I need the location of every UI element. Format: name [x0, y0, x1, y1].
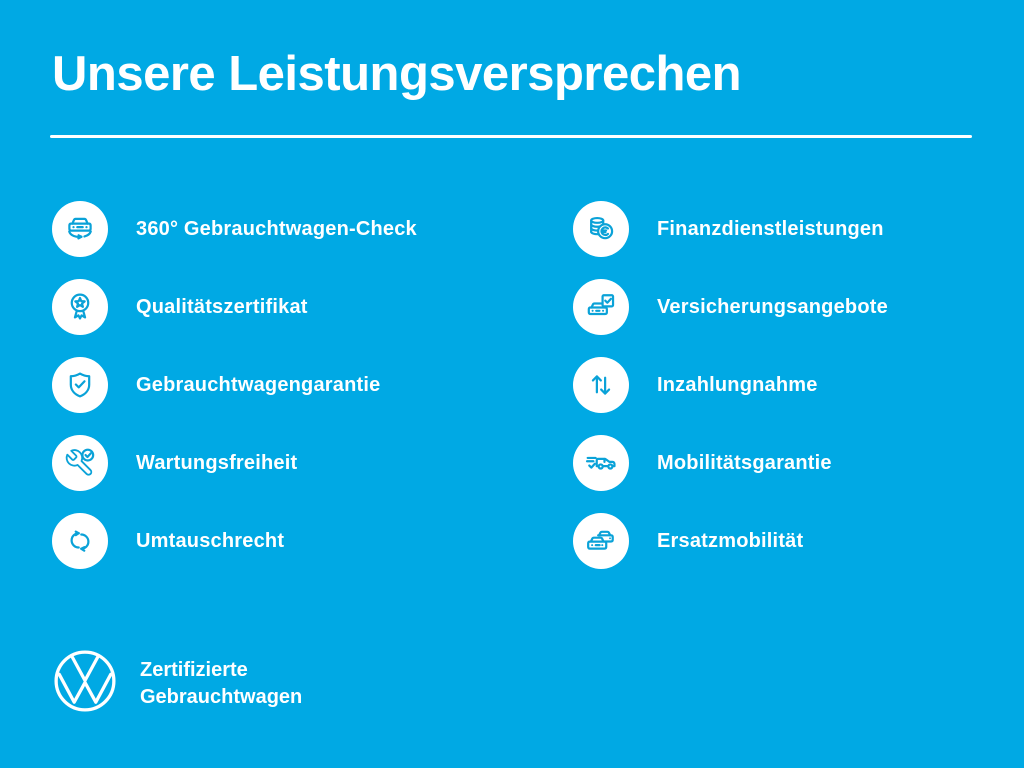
- two-cars-icon: [573, 513, 629, 569]
- promise-label: Mobilitätsgarantie: [657, 451, 832, 474]
- promise-label: Ersatzmobilität: [657, 529, 804, 552]
- footer: Zertifizierte Gebrauchtwagen: [52, 648, 302, 719]
- title-divider: [50, 135, 972, 138]
- promise-grid: 360° Gebrauchtwagen-Check Qualitätszerti…: [52, 201, 888, 569]
- promise-item: 360° Gebrauchtwagen-Check: [52, 201, 573, 257]
- coins-euro-icon: [573, 201, 629, 257]
- promise-label: Finanzdienstleistungen: [657, 217, 884, 240]
- promise-item: Gebrauchtwagengarantie: [52, 357, 573, 413]
- vw-logo: [52, 648, 118, 719]
- van-speed-icon: [573, 435, 629, 491]
- promise-label: Qualitätszertifikat: [136, 295, 308, 318]
- promise-column-left: 360° Gebrauchtwagen-Check Qualitätszerti…: [52, 201, 573, 569]
- arrows-up-down-icon: [573, 357, 629, 413]
- promise-item: Wartungsfreiheit: [52, 435, 573, 491]
- promise-label: Gebrauchtwagengarantie: [136, 373, 381, 396]
- promise-item: Umtauschrecht: [52, 513, 573, 569]
- promise-item: Inzahlungnahme: [573, 357, 888, 413]
- promise-label: Versicherungsangebote: [657, 295, 888, 318]
- page-title: Unsere Leistungsversprechen: [52, 47, 742, 101]
- shield-check-icon: [52, 357, 108, 413]
- promise-item: Finanzdienstleistungen: [573, 201, 888, 257]
- promise-label: 360° Gebrauchtwagen-Check: [136, 217, 417, 240]
- promise-label: Inzahlungnahme: [657, 373, 818, 396]
- footer-brand-line1: Zertifizierte: [140, 658, 248, 681]
- footer-brand-text: Zertifizierte Gebrauchtwagen: [140, 657, 302, 711]
- promise-label: Umtauschrecht: [136, 529, 285, 552]
- wrench-check-icon: [52, 435, 108, 491]
- exchange-arrows-icon: [52, 513, 108, 569]
- promise-item: Ersatzmobilität: [573, 513, 888, 569]
- promise-label: Wartungsfreiheit: [136, 451, 298, 474]
- footer-brand-line2: Gebrauchtwagen: [140, 685, 303, 708]
- medal-star-icon: [52, 279, 108, 335]
- promise-item: Versicherungsangebote: [573, 279, 888, 335]
- promise-item: Mobilitätsgarantie: [573, 435, 888, 491]
- car-checklist-icon: [573, 279, 629, 335]
- car-360-icon: [52, 201, 108, 257]
- promise-item: Qualitätszertifikat: [52, 279, 573, 335]
- promise-column-right: Finanzdienstleistungen Versicherungsange…: [573, 201, 888, 569]
